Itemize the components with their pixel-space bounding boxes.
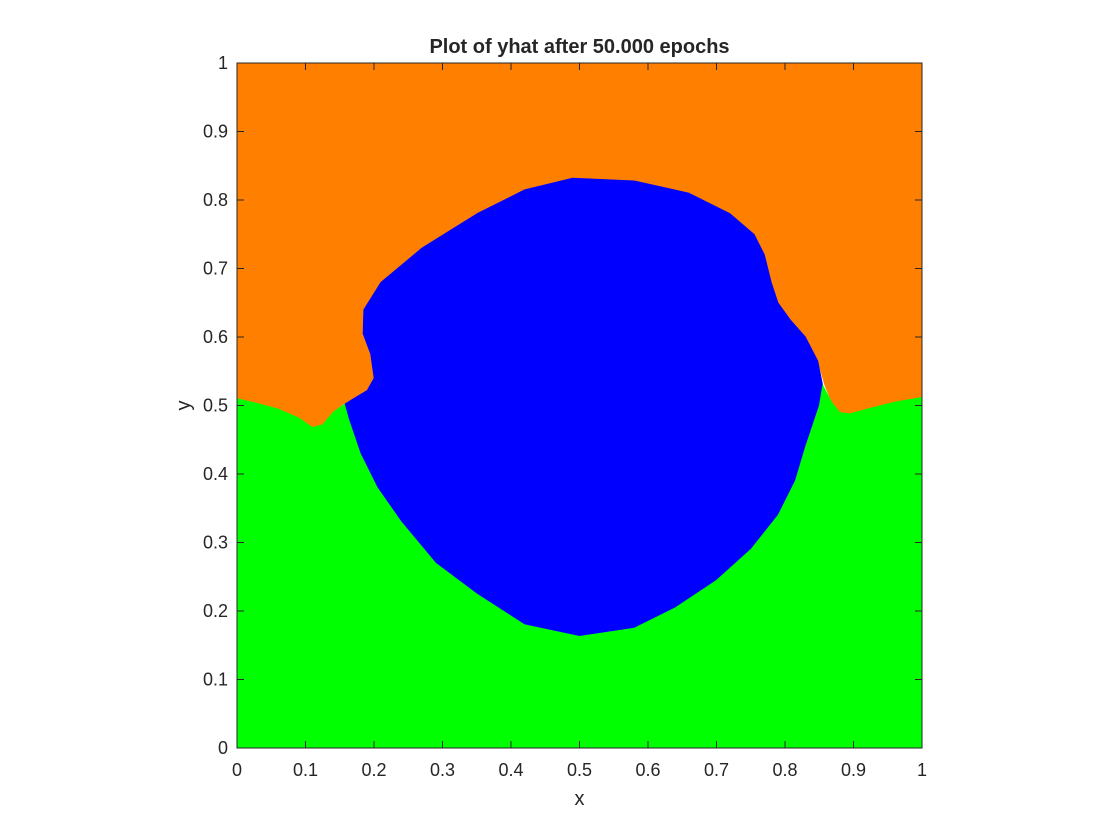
x-axis-label: x [575,788,585,810]
x-tick-label: 0.6 [635,760,660,780]
x-tick-label: 1 [917,760,927,780]
x-tick-label: 0.8 [772,760,797,780]
y-tick-label: 0.6 [203,327,228,347]
y-tick-label: 0.5 [203,396,228,416]
x-tick-label: 0.5 [567,760,592,780]
y-tick-label: 0.8 [203,190,228,210]
y-tick-label: 0.4 [203,464,228,484]
x-tick-label: 0 [232,760,242,780]
x-tick-label: 0.7 [704,760,729,780]
y-tick-label: 0 [218,738,228,758]
y-tick-label: 0.2 [203,601,228,621]
y-tick-label: 0.9 [203,122,228,142]
y-tick-label: 0.7 [203,259,228,279]
region-bottom [237,384,922,748]
x-tick-label: 0.3 [430,760,455,780]
y-axis-label: y [173,401,195,411]
x-tick-label: 0.9 [841,760,866,780]
y-tick-label: 0.3 [203,533,228,553]
chart-title: Plot of yhat after 50.000 epochs [429,36,729,58]
y-tick-label: 0.1 [203,670,228,690]
x-tick-label: 0.4 [498,760,523,780]
decision-regions [237,63,922,748]
x-tick-label: 0.2 [361,760,386,780]
x-tick-label: 0.1 [293,760,318,780]
axis-ticks: 0 0.1 0.2 0.3 0.4 0.5 0.6 0.7 0.8 0.9 1 0 0.1 0.2 0.3 0… [203,53,927,780]
y-tick-label: 1 [218,53,228,73]
